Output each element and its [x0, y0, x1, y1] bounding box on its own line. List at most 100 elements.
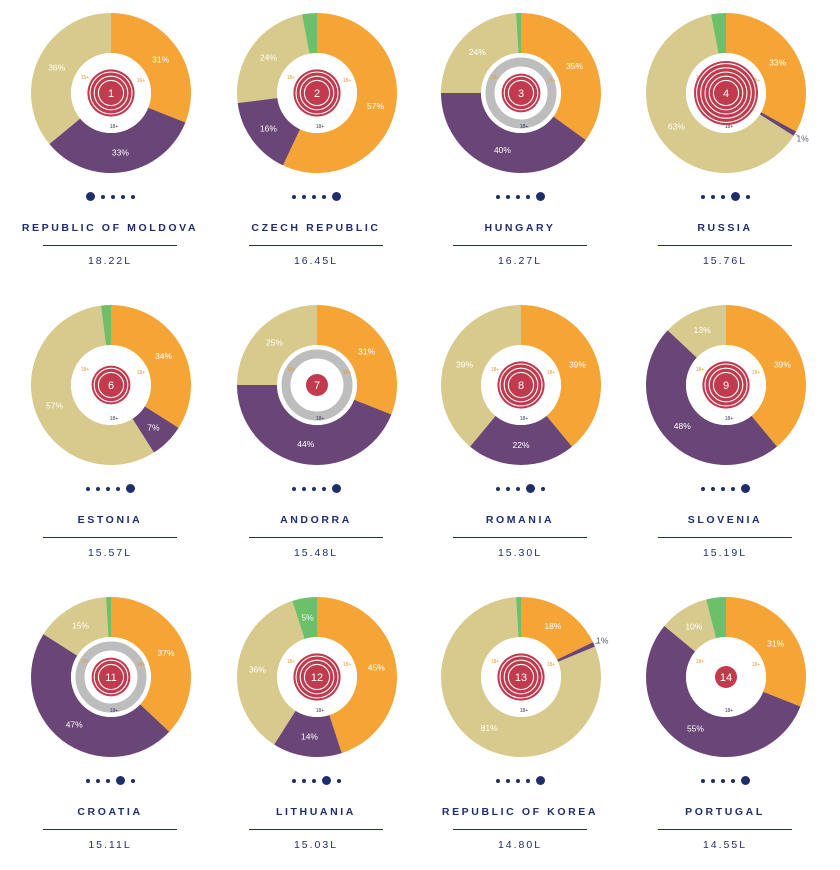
pagination-dot[interactable]: [700, 486, 705, 491]
slice-beer[interactable]: [726, 597, 806, 707]
slice-wine[interactable]: [43, 597, 109, 656]
pagination-dot[interactable]: [515, 194, 520, 199]
pagination-dot[interactable]: [85, 778, 90, 783]
pagination-dot[interactable]: [311, 194, 316, 199]
slice-wine[interactable]: [667, 305, 726, 358]
slice-wine[interactable]: [646, 14, 794, 173]
pagination-dot[interactable]: [311, 486, 316, 491]
pagination-dot[interactable]: [331, 192, 341, 202]
slice-other[interactable]: [100, 305, 111, 346]
slice-spirits[interactable]: [646, 626, 801, 757]
slice-beer[interactable]: [282, 13, 397, 173]
pagination-dot[interactable]: [95, 778, 100, 783]
slice-other[interactable]: [292, 597, 317, 639]
slice-wine[interactable]: [30, 305, 154, 465]
slice-other[interactable]: [706, 597, 726, 639]
slice-beer[interactable]: [111, 305, 192, 428]
slice-beer[interactable]: [726, 305, 806, 447]
pagination-dot[interactable]: [495, 194, 500, 199]
pagination-dot[interactable]: [710, 486, 715, 491]
pagination-dot[interactable]: [100, 194, 105, 199]
pagination-dot[interactable]: [336, 778, 341, 783]
pagination-dot[interactable]: [525, 778, 530, 783]
pagination-dot[interactable]: [740, 484, 750, 494]
pagination-dot[interactable]: [515, 486, 520, 491]
slice-spirits[interactable]: [557, 642, 596, 662]
pagination-dot[interactable]: [105, 778, 110, 783]
slice-spirits[interactable]: [470, 415, 572, 465]
pagination-dot[interactable]: [130, 194, 135, 199]
pagination-dot[interactable]: [710, 194, 715, 199]
pagination-dot[interactable]: [311, 778, 316, 783]
slice-spirits[interactable]: [759, 112, 797, 136]
pagination-dot[interactable]: [730, 192, 740, 202]
pagination-dot[interactable]: [291, 778, 296, 783]
pagination-dot[interactable]: [321, 486, 326, 491]
slice-beer[interactable]: [317, 305, 397, 415]
slice-spirits[interactable]: [49, 107, 186, 173]
slice-wine[interactable]: [237, 305, 317, 385]
pagination-dot[interactable]: [110, 194, 115, 199]
pagination-dot[interactable]: [720, 778, 725, 783]
pagination-dot[interactable]: [515, 778, 520, 783]
pagination-dot[interactable]: [525, 484, 535, 494]
slice-spirits[interactable]: [237, 385, 392, 466]
pagination-dot[interactable]: [495, 486, 500, 491]
slice-beer[interactable]: [521, 597, 594, 660]
pagination-dot[interactable]: [505, 486, 510, 491]
pagination-dot[interactable]: [85, 192, 95, 202]
pagination-dot[interactable]: [730, 486, 735, 491]
pagination-dot[interactable]: [291, 194, 296, 199]
pagination-dot[interactable]: [730, 778, 735, 783]
pagination-dot[interactable]: [321, 194, 326, 199]
slice-beer[interactable]: [111, 13, 191, 123]
pagination-dot[interactable]: [535, 776, 545, 786]
pagination-dot[interactable]: [321, 776, 331, 786]
slice-other[interactable]: [516, 597, 521, 638]
pagination-dot[interactable]: [331, 484, 341, 494]
pagination-dot[interactable]: [720, 194, 725, 199]
pagination-dot[interactable]: [301, 486, 306, 491]
slice-wine[interactable]: [31, 13, 112, 144]
pagination-dot[interactable]: [115, 776, 125, 786]
slice-beer[interactable]: [317, 597, 397, 754]
slice-wine[interactable]: [441, 597, 601, 757]
slice-other[interactable]: [515, 13, 521, 54]
pagination-dot[interactable]: [495, 778, 500, 783]
pagination-dot[interactable]: [105, 486, 110, 491]
slice-other[interactable]: [711, 13, 726, 54]
pagination-dot[interactable]: [130, 778, 135, 783]
slice-beer[interactable]: [521, 13, 601, 141]
slice-wine[interactable]: [664, 599, 717, 652]
slice-other[interactable]: [105, 597, 111, 638]
slice-spirits[interactable]: [31, 634, 170, 757]
pagination-dot[interactable]: [301, 778, 306, 783]
slice-wine[interactable]: [237, 600, 305, 745]
pagination-dot[interactable]: [95, 486, 100, 491]
slice-other[interactable]: [302, 13, 317, 54]
slice-beer[interactable]: [111, 597, 191, 732]
slice-beer[interactable]: [521, 305, 601, 447]
slice-spirits[interactable]: [274, 710, 342, 757]
pagination-dot[interactable]: [700, 194, 705, 199]
pagination-dot[interactable]: [115, 486, 120, 491]
slice-spirits[interactable]: [237, 98, 300, 166]
slice-wine[interactable]: [441, 13, 519, 94]
slice-wine[interactable]: [237, 14, 310, 104]
pagination-dot[interactable]: [291, 486, 296, 491]
slice-spirits[interactable]: [132, 406, 179, 453]
slice-spirits[interactable]: [441, 93, 586, 174]
slice-wine[interactable]: [441, 305, 521, 447]
pagination-dot[interactable]: [505, 778, 510, 783]
pagination-dot[interactable]: [301, 194, 306, 199]
pagination-dot[interactable]: [120, 194, 125, 199]
pagination-dot[interactable]: [710, 778, 715, 783]
slice-beer[interactable]: [726, 13, 806, 132]
pagination-dot[interactable]: [505, 194, 510, 199]
pagination-dot[interactable]: [540, 486, 545, 491]
pagination-dot[interactable]: [525, 194, 530, 199]
pagination-dot[interactable]: [535, 192, 545, 202]
pagination-dot[interactable]: [125, 484, 135, 494]
pagination-dot[interactable]: [700, 778, 705, 783]
pagination-dot[interactable]: [740, 776, 750, 786]
